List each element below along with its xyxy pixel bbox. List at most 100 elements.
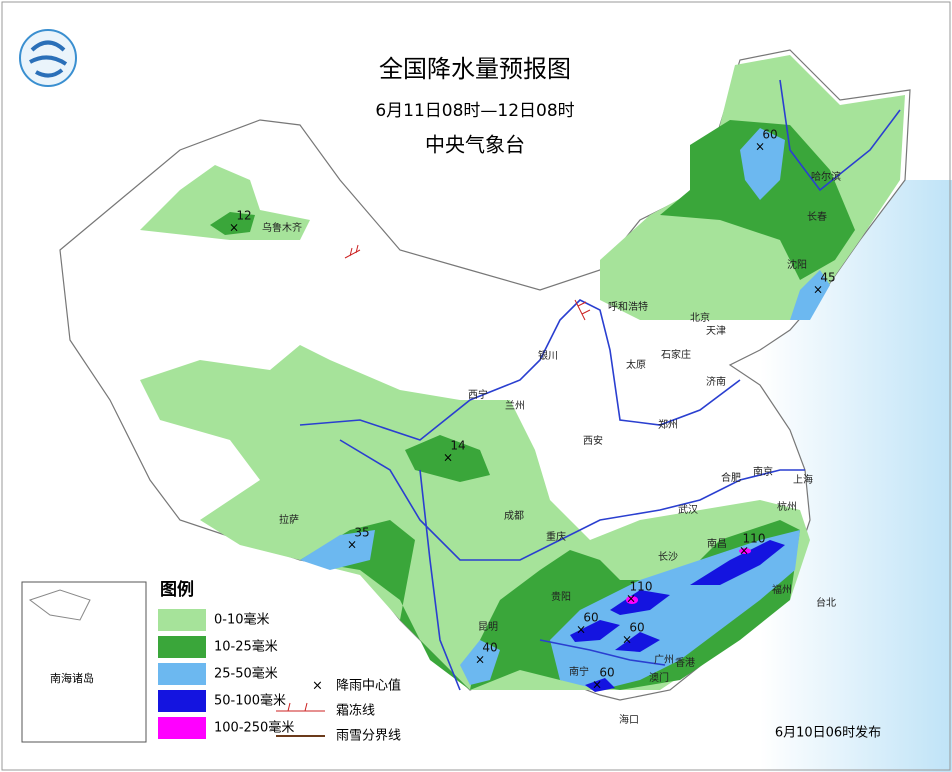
river [339,439,805,561]
frost-line [344,244,361,259]
city-label: 香港 [675,657,695,669]
city-label: 呼和浩特 [608,301,648,313]
legend: 图例 [160,579,194,600]
legend-symbol [276,702,325,712]
rain-25-50 [460,640,500,685]
city-label: 台北 [816,596,836,609]
city-label: 成都 [504,510,524,522]
city-label: 澳门 [649,671,669,684]
city-label: 杭州 [777,500,797,513]
center-value: 110 [630,580,653,594]
city-label: 广州 [654,654,674,666]
city-label: 武汉 [678,503,698,516]
rain-50-100 [610,590,670,615]
title: 全国降水量预报图 [379,55,571,83]
center-mark: × [592,678,602,692]
legend-symbol-label: 霜冻线 [336,703,375,719]
rain-25-50 [300,530,375,570]
city-label: 贵阳 [551,590,571,603]
center-value: 60 [583,611,598,625]
city-label: 福州 [772,583,792,596]
city-label: 石家庄 [661,348,691,361]
legend-swatch [158,663,206,685]
center-value: 60 [629,621,644,635]
rain-10-25 [405,435,490,482]
center-mark: × [755,140,765,154]
issuer: 中央气象台 [425,133,525,157]
city-label: 长沙 [658,551,678,563]
rain-10-25 [660,120,855,280]
issue-time: 6月10日06时发布 [775,725,881,741]
center-mark: × [813,283,823,297]
center-value: 40 [482,641,497,655]
city-label: 西安 [583,434,603,447]
city-label: 郑州 [658,418,678,431]
logo-mark [29,40,68,78]
center-value: 60 [599,666,614,680]
center-mark: × [443,451,453,465]
city-label: 南昌 [707,537,727,550]
city-label: 拉萨 [279,513,299,526]
city-label: 乌鲁木齐 [262,221,302,234]
rain-50-100 [570,620,620,642]
center-mark: × [739,544,749,558]
river [299,299,741,441]
river [779,79,901,192]
legend-swatch [158,690,206,712]
city-label: 天津 [706,325,726,337]
legend-label: 50-100毫米 [214,693,286,709]
river [419,469,461,691]
center-value: 110 [743,532,766,546]
legend-swatch [158,636,206,658]
inset-frame [21,581,147,743]
rain-50-100 [615,632,660,652]
center-value: 14 [450,439,465,453]
city-label: 西宁 [468,388,488,401]
rain-25-50 [790,270,830,320]
city-label: 上海 [793,473,813,486]
rain-50-100 [690,540,785,585]
center-value: 60 [762,128,777,142]
center-value: 12 [236,209,251,223]
river [539,639,666,666]
rain-0-10 [140,165,310,240]
legend-label: 10-25毫米 [214,639,278,655]
rain-100-250 [739,548,751,554]
city-label: 合肥 [721,471,741,484]
center-mark: × [347,538,357,552]
city-label: 南京 [753,465,773,478]
city-label: 海口 [619,713,639,726]
rain-25-50 [740,128,785,200]
legend-swatch [158,609,206,631]
legend-swatch [158,717,206,739]
city-label: 太原 [626,358,646,371]
inset-label: 南海诸岛 [50,671,94,685]
center-mark: × [622,633,632,647]
legend-symbol: × [312,679,323,694]
center-mark: × [576,623,586,637]
city-label: 重庆 [546,530,566,543]
city-label: 南宁 [569,665,589,678]
center-mark: × [475,653,485,667]
city-label: 沈阳 [787,258,807,271]
legend-symbol-label: 降雨中心值 [336,678,401,694]
city-label: 昆明 [478,621,498,633]
legend-label: 100-250毫米 [214,720,294,736]
center-mark: × [229,221,239,235]
city-label: 哈尔滨 [811,170,841,183]
city-label: 银川 [538,349,558,362]
inset-coast [28,589,91,621]
legend-title: 图例 [160,579,194,600]
frost-line [574,299,591,321]
rain-10-25 [210,212,255,235]
city-label: 长春 [807,211,827,223]
subtitle: 6月11日08时—12日08时 [375,101,574,121]
city-label: 济南 [706,375,726,388]
legend-label: 25-50毫米 [214,666,278,682]
legend-label: 0-10毫米 [214,612,270,628]
center-value: 35 [354,526,369,540]
city-label: 北京 [690,311,710,324]
rain-50-100 [585,678,615,692]
